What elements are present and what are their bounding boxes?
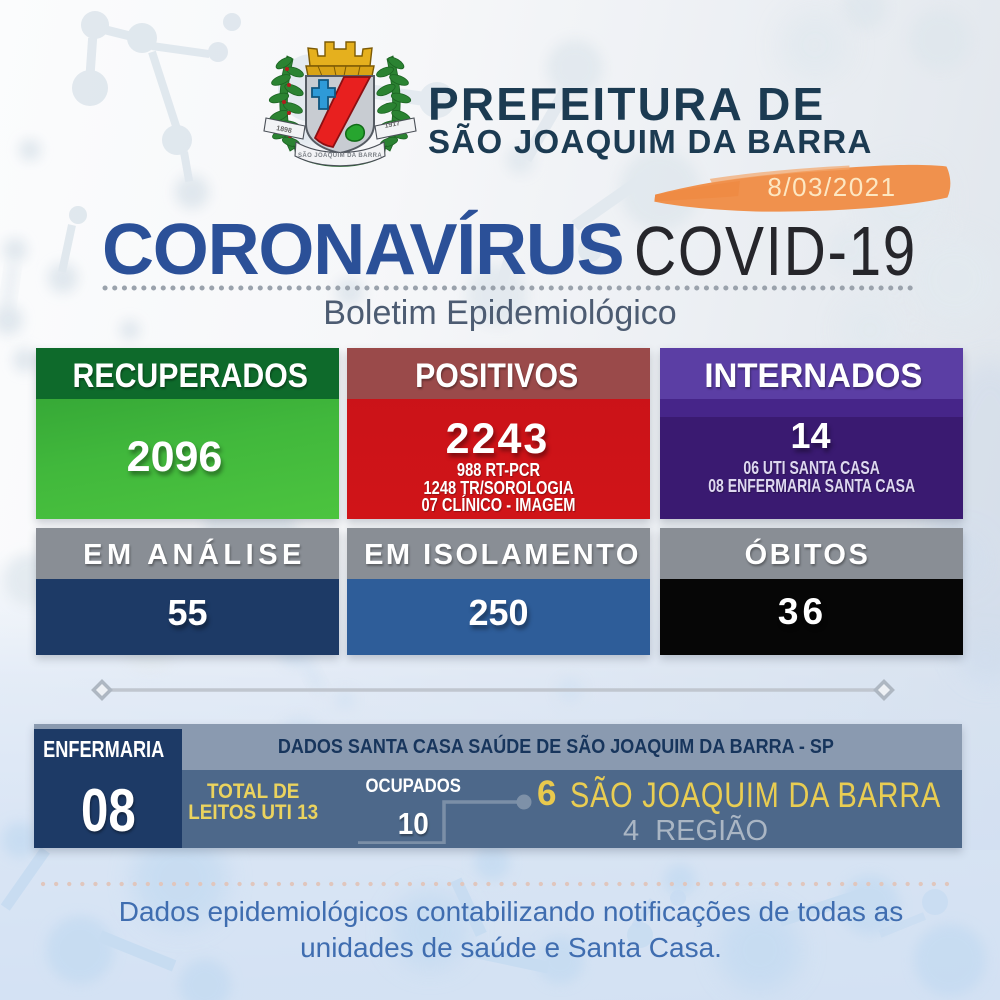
svg-text:1917: 1917 bbox=[384, 120, 401, 130]
svg-text:SÃO JOAQUIM DA BARRA: SÃO JOAQUIM DA BARRA bbox=[298, 152, 382, 159]
svg-text:1898: 1898 bbox=[276, 125, 293, 135]
